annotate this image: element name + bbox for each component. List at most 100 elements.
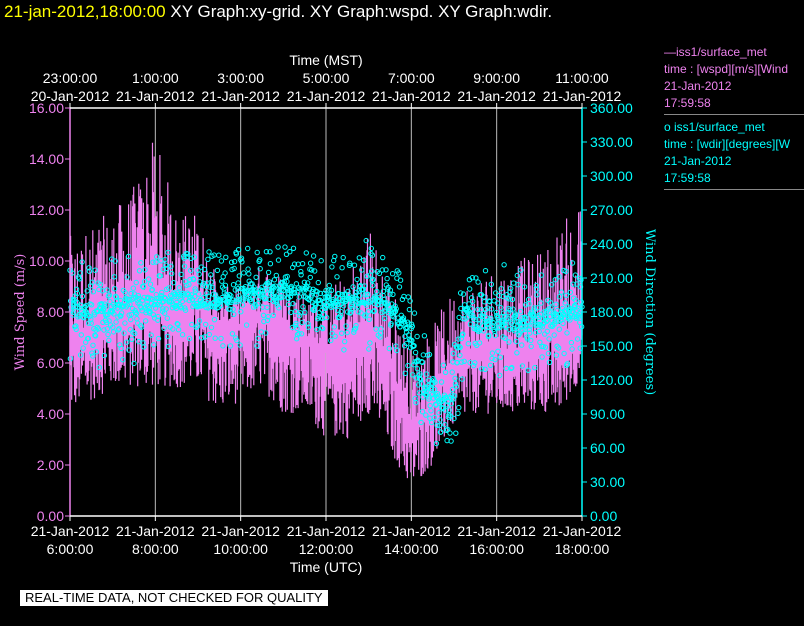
wind-direction-marker (448, 401, 455, 407)
wind-direction-marker (469, 306, 475, 312)
wind-direction-marker (360, 286, 366, 292)
wind-direction-marker (118, 313, 124, 319)
wind-direction-marker (576, 305, 582, 311)
wind-direction-marker (148, 332, 154, 338)
wind-direction-marker (290, 245, 297, 252)
wind-direction-marker (575, 314, 581, 320)
wind-direction-marker (181, 263, 188, 269)
wind-direction-marker (113, 293, 119, 299)
legend-entry-wdir: o iss1/surface_met time : [wdir][degrees… (664, 119, 804, 190)
wind-direction-marker (335, 307, 341, 314)
wind-direction-marker (265, 280, 271, 286)
wind-direction-marker (370, 282, 376, 289)
wind-direction-marker (105, 331, 111, 338)
bottom-tick-date: 21-Jan-2012 (457, 523, 536, 539)
wind-direction-marker (456, 343, 463, 350)
wind-direction-marker (218, 335, 224, 342)
wind-direction-marker (506, 326, 513, 333)
wind-direction-marker (112, 258, 119, 264)
wind-direction-marker (251, 291, 258, 297)
wind-direction-marker (578, 277, 584, 283)
wind-direction-marker (88, 302, 95, 308)
wind-direction-marker (553, 301, 559, 307)
legend-wdir-variable: time : [wdir][degrees][W (664, 137, 791, 151)
wind-direction-marker (432, 379, 438, 385)
wind-direction-marker (95, 326, 102, 332)
wind-direction-marker (219, 278, 225, 284)
wind-direction-marker (437, 422, 443, 429)
wind-direction-marker (259, 288, 266, 294)
wind-direction-marker (299, 261, 306, 267)
wind-direction-marker (206, 331, 213, 338)
left-tick-label: 12.00 (29, 202, 64, 218)
wind-direction-marker (232, 287, 239, 293)
wind-direction-marker (343, 323, 349, 329)
wind-direction-marker (563, 268, 569, 275)
wind-direction-marker (245, 266, 251, 272)
wind-direction-marker (150, 312, 157, 318)
wind-direction-marker (465, 341, 471, 347)
wind-direction-marker (264, 304, 270, 311)
wind-direction-marker (482, 268, 489, 274)
wind-direction-marker (521, 284, 528, 290)
wind-direction-marker (510, 306, 516, 312)
wind-direction-marker (263, 249, 270, 255)
wind-direction-marker (449, 369, 455, 375)
wind-direction-marker (205, 293, 212, 299)
wind-direction-marker (87, 313, 93, 320)
wind-direction-marker (239, 302, 246, 308)
top-tick-date: 21-Jan-2012 (457, 88, 536, 104)
wind-direction-marker (536, 328, 542, 335)
wind-direction-marker (104, 326, 111, 332)
wind-direction-marker (194, 323, 201, 329)
wind-direction-marker (492, 356, 498, 363)
wind-direction-marker (399, 296, 406, 303)
wind-direction-marker (459, 359, 465, 365)
wind-direction-marker (170, 280, 177, 286)
wind-direction-marker (317, 300, 323, 307)
wind-direction-marker (378, 326, 384, 332)
wind-direction-marker (524, 319, 530, 326)
wind-direction-marker (412, 349, 419, 356)
wind-direction-marker (513, 312, 519, 319)
wind-direction-marker (501, 262, 507, 268)
wind-direction-marker (418, 419, 424, 426)
wind-direction-marker (190, 276, 197, 283)
wind-direction-marker (507, 289, 513, 295)
wind-direction-marker (371, 308, 377, 314)
left-tick-label: 8.00 (37, 304, 64, 320)
legend-wspd-time: 17:59:58 (664, 96, 711, 110)
wind-direction-marker (276, 305, 282, 311)
wind-direction-marker (475, 279, 481, 285)
wind-direction-marker (512, 328, 518, 334)
wind-direction-marker (447, 430, 453, 436)
wind-direction-marker (346, 262, 353, 268)
wind-direction-marker (283, 251, 290, 258)
wind-direction-marker (508, 285, 514, 292)
wind-direction-marker (382, 307, 388, 313)
wind-direction-marker (354, 276, 360, 283)
wind-direction-marker (92, 332, 98, 338)
wind-direction-marker (161, 294, 168, 301)
right-tick-label: 300.00 (590, 168, 633, 184)
wind-direction-marker (275, 244, 281, 250)
wind-direction-marker (305, 321, 311, 327)
wind-direction-marker (339, 330, 345, 336)
wind-direction-marker (374, 288, 380, 295)
wind-direction-marker (467, 286, 473, 292)
wind-direction-marker (80, 345, 86, 351)
wind-direction-marker (361, 257, 367, 263)
wind-direction-marker (292, 308, 299, 315)
wind-direction-marker (136, 268, 143, 274)
wind-direction-marker (366, 346, 372, 352)
wind-direction-marker (140, 283, 146, 289)
wind-direction-marker (203, 283, 210, 290)
wind-direction-marker (366, 299, 373, 306)
wind-direction-marker (447, 413, 453, 419)
legend-wspd-variable: time : [wspd][m/s][Wind (664, 62, 789, 76)
wind-direction-marker (121, 330, 127, 336)
wind-direction-marker (104, 287, 110, 293)
wind-direction-marker (365, 309, 372, 315)
wind-direction-marker (425, 377, 432, 383)
wind-direction-marker (359, 267, 365, 273)
